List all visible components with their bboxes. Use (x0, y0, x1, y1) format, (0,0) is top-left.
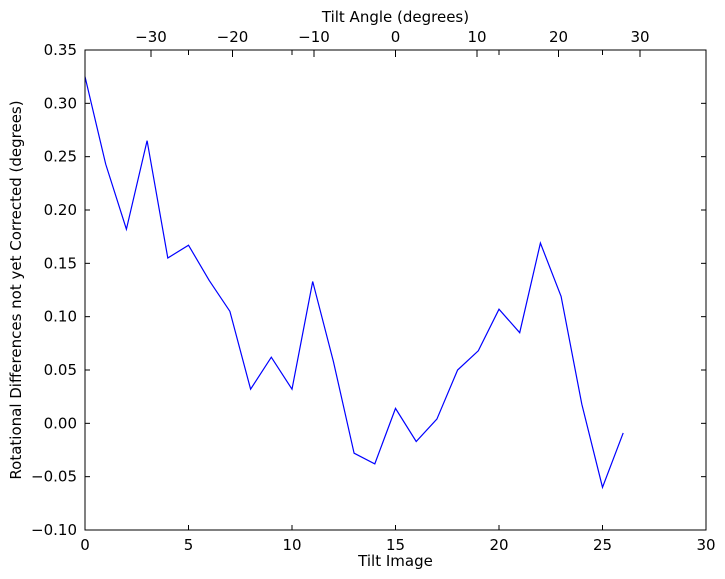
x-axis-title: Tilt Image (357, 552, 433, 570)
top-x-tick-label: 0 (391, 28, 401, 46)
x-tick-label: 25 (593, 536, 612, 554)
y-tick-label: 0.20 (44, 201, 77, 219)
y-axis-title: Rotational Differences not yet Corrected… (7, 100, 25, 479)
y-tick-label: −0.05 (31, 468, 77, 486)
series-line (84, 76, 624, 490)
top-x-tick-label: −30 (135, 28, 167, 46)
y-tick-label: 0.35 (44, 41, 77, 59)
series-layer (84, 76, 624, 490)
plot-area (85, 50, 706, 530)
top-x-axis-title: Tilt Angle (degrees) (321, 8, 469, 26)
x-tick-label: 15 (386, 536, 405, 554)
top-x-tick-label: 20 (549, 28, 568, 46)
x-tick-label: 20 (489, 536, 508, 554)
top-x-tick-label: −10 (298, 28, 330, 46)
top-x-tick-label: 10 (467, 28, 486, 46)
top-x-tick-label: 30 (630, 28, 649, 46)
y-tick-label: −0.10 (31, 521, 77, 539)
ticks-layer: 0 5 10 15 20 25 30 −0.10 −0.05 0.00 0.05 0.10 0.15 0.… (31, 28, 716, 554)
y-tick-label: 0.25 (44, 148, 77, 166)
x-tick-label: 5 (184, 536, 194, 554)
y-tick-label: 0.00 (44, 414, 77, 432)
y-tick-label: 0.15 (44, 254, 77, 272)
x-tick-label: 0 (80, 536, 90, 554)
y-tick-label: 0.10 (44, 308, 77, 326)
y-tick-label: 0.30 (44, 94, 77, 112)
x-tick-label: 30 (696, 536, 715, 554)
y-tick-label: 0.05 (44, 361, 77, 379)
top-x-tick-label: −20 (217, 28, 249, 46)
x-tick-label: 10 (282, 536, 301, 554)
